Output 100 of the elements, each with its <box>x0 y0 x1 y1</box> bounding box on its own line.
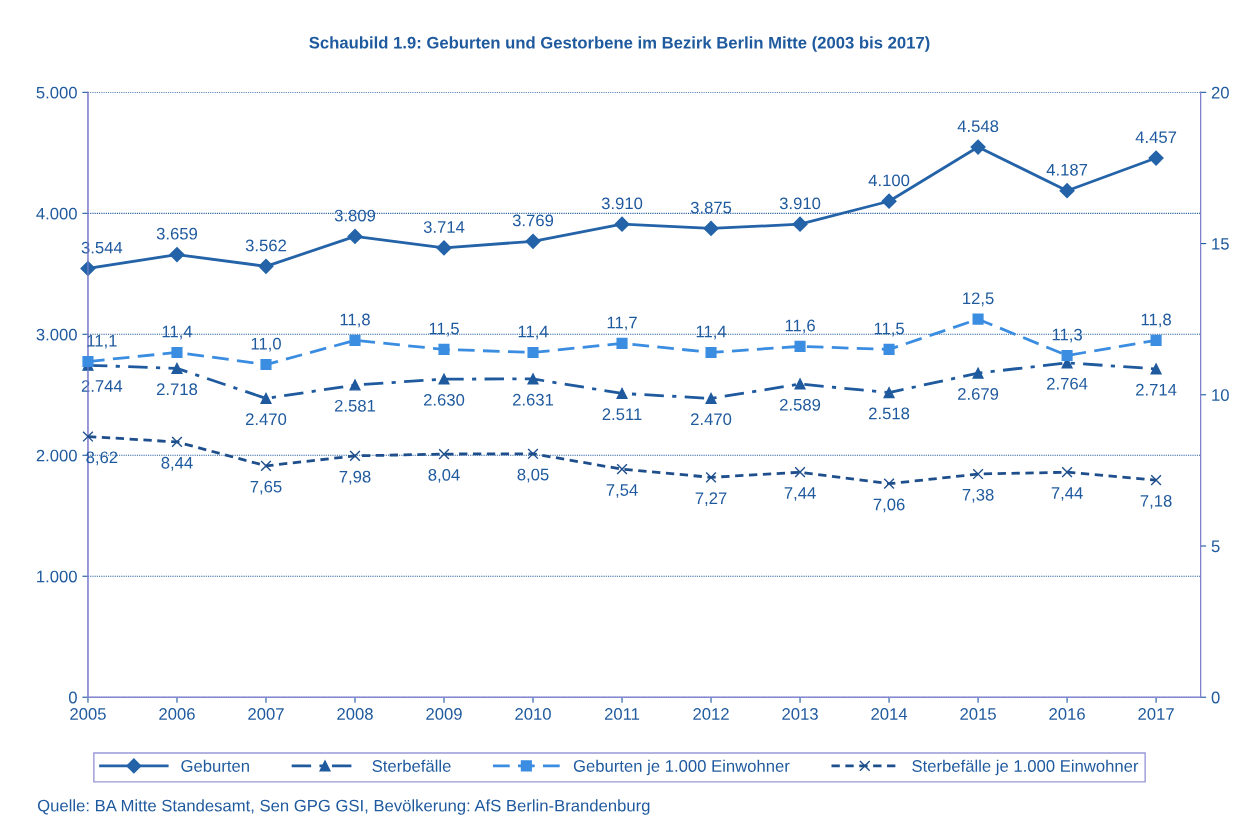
data-label: 8,04 <box>428 468 460 483</box>
data-label: 3.562 <box>245 239 287 252</box>
point <box>171 362 183 374</box>
point <box>705 392 717 404</box>
chart-title: Schaubild 1.9: Geburten und Gestorbene im Bezirk Berlin Mitte (2003 bis 2017) <box>309 36 930 52</box>
data-label: 11,1 <box>87 334 117 349</box>
data-label: 11,3 <box>1052 328 1082 343</box>
point <box>347 228 363 245</box>
data-label: 4.457 <box>1135 131 1177 144</box>
data-label: 2.581 <box>334 399 376 412</box>
data-label: 11,7 <box>607 316 637 331</box>
x-tick-label: 2006 <box>159 708 195 720</box>
data-label: 7,27 <box>695 492 727 507</box>
point <box>616 463 628 475</box>
point <box>794 378 806 390</box>
data-label: 7,44 <box>784 487 816 501</box>
data-label: 7,18 <box>1140 494 1172 509</box>
point <box>794 466 806 478</box>
data-label: 2.518 <box>869 407 910 420</box>
data-label: 4.548 <box>957 120 999 133</box>
point <box>1150 363 1162 375</box>
point <box>260 392 272 404</box>
data-label: 2.714 <box>1136 383 1177 396</box>
legend-label: Geburten je 1.000 Einwohner <box>573 759 790 776</box>
point <box>883 343 895 355</box>
data-label: 11,6 <box>785 319 815 334</box>
data-label: 2.630 <box>424 393 465 406</box>
point <box>260 460 272 472</box>
data-label: 3.875 <box>690 201 732 214</box>
data-label: 2.744 <box>81 380 123 392</box>
data-label: 2.511 <box>602 408 642 421</box>
y-tick-label: 3.000 <box>36 328 77 341</box>
data-label: 11,0 <box>251 337 281 352</box>
data-label: 8,62 <box>86 451 118 466</box>
point <box>881 193 897 209</box>
point <box>171 346 183 358</box>
data-label: 2.679 <box>958 388 999 400</box>
data-label: 11,4 <box>696 325 727 340</box>
data-label: 3.659 <box>156 227 198 240</box>
x-tick-label: 2011 <box>604 708 640 720</box>
y2-tick-label: 15 <box>1212 238 1229 250</box>
x-tick-label: 2016 <box>1049 708 1085 720</box>
point <box>527 346 539 358</box>
data-label: 3.769 <box>512 214 554 227</box>
data-label: 7,38 <box>962 488 994 503</box>
point <box>1061 349 1073 362</box>
point <box>792 216 808 232</box>
x-tick-label: 2017 <box>1138 708 1174 720</box>
point <box>705 346 717 358</box>
point <box>525 233 541 249</box>
point <box>972 468 984 480</box>
point <box>438 343 450 355</box>
data-label: 8,44 <box>161 456 193 471</box>
point <box>883 478 895 490</box>
point <box>972 313 984 325</box>
data-label: 12,5 <box>963 292 994 307</box>
point <box>82 430 94 443</box>
data-label: 2.718 <box>156 383 198 396</box>
point <box>260 358 272 371</box>
y2-tick-label: 0 <box>1211 691 1220 704</box>
data-label: 3.714 <box>423 221 465 233</box>
legend-label: Sterbefälle <box>372 759 451 772</box>
legend-label: Geburten <box>181 759 249 772</box>
x-tick-label: 2005 <box>70 708 106 720</box>
x-tick-label: 2014 <box>871 708 908 720</box>
data-label: 3.910 <box>779 197 821 210</box>
y-tick-label: 5.000 <box>36 86 77 99</box>
data-label: 2.470 <box>691 413 732 426</box>
data-label: 11,5 <box>429 322 459 337</box>
y2-tick-label: 20 <box>1211 86 1229 99</box>
point <box>349 334 361 346</box>
point <box>614 216 630 232</box>
data-label: 7,98 <box>339 470 371 485</box>
point <box>970 139 986 155</box>
data-label: 2.631 <box>513 393 554 406</box>
data-label: 11,4 <box>518 325 549 340</box>
point <box>527 448 539 460</box>
point <box>972 367 984 379</box>
point <box>794 340 806 352</box>
data-label: 7,06 <box>873 498 905 513</box>
x-tick-label: 2007 <box>248 708 284 720</box>
point <box>616 337 628 349</box>
data-label: 4.100 <box>868 174 910 187</box>
point <box>349 379 361 391</box>
x-tick-label: 2010 <box>515 708 551 720</box>
y2-tick-label: 5 <box>1211 540 1220 553</box>
x-tick-label: 2013 <box>782 708 818 720</box>
point <box>703 220 719 237</box>
point <box>349 450 361 462</box>
data-label: 3.910 <box>601 197 643 210</box>
data-label: 7,44 <box>1051 487 1083 501</box>
point <box>436 240 452 256</box>
y-tick-label: 4.000 <box>36 207 77 220</box>
point <box>171 436 183 448</box>
point <box>1059 183 1075 199</box>
point <box>616 387 628 400</box>
point <box>705 471 717 483</box>
data-label: 11,8 <box>1141 313 1171 328</box>
point <box>438 373 450 385</box>
point <box>1150 474 1162 486</box>
